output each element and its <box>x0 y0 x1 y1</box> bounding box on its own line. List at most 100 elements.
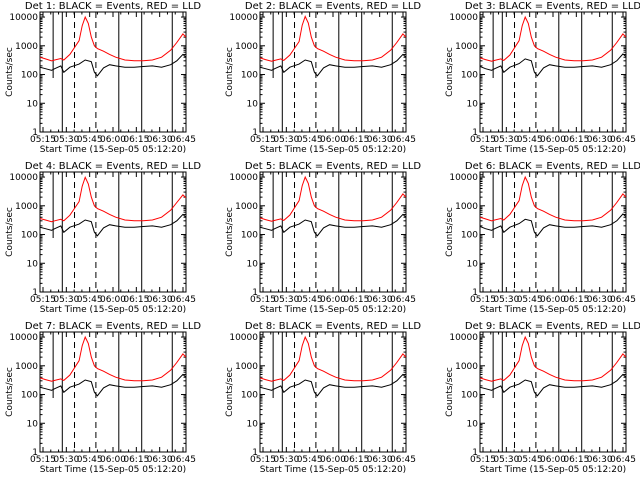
series-events-line <box>480 213 626 237</box>
x-tick-label: 05:30 <box>273 135 299 145</box>
y-tick-label: 10000 <box>449 333 478 343</box>
x-tick-label: 06:00 <box>100 455 126 465</box>
x-axis-label: Start Time (15-Sep-05 05:12:20) <box>40 305 186 315</box>
x-tick-label: 06:00 <box>540 295 566 305</box>
x-tick-label: 05:45 <box>77 295 103 305</box>
y-tick-label: 1 <box>472 128 478 138</box>
y-tick-label: 1000 <box>455 362 478 372</box>
series-events-line <box>40 213 186 237</box>
x-tick-label: 05:45 <box>77 455 103 465</box>
y-tick-label: 100 <box>461 231 478 241</box>
panel-title: Det 7: BLACK = Events, RED = LLD <box>25 321 202 332</box>
y-axis-label: Counts/sec <box>445 207 455 257</box>
x-tick-label: 06:15 <box>343 295 369 305</box>
panel-det-8: Det 8: BLACK = Events, RED = LLD 1 10 100 10… <box>225 321 421 475</box>
y-tick-label: 1 <box>472 448 478 458</box>
y-tick-label: 100 <box>461 71 478 81</box>
series-lld-line <box>260 175 406 222</box>
y-tick-label: 1000 <box>235 362 258 372</box>
y-tick-label: 10 <box>467 259 479 269</box>
y-tick-label: 1 <box>252 288 258 298</box>
y-axis-label: Counts/sec <box>445 367 455 417</box>
x-tick-label: 06:30 <box>147 295 173 305</box>
x-tick-label: 06:30 <box>367 295 393 305</box>
x-tick-label: 05:15 <box>250 295 276 305</box>
x-tick-label: 05:30 <box>493 295 519 305</box>
x-tick-label: 05:15 <box>250 135 276 145</box>
y-tick-label: 1 <box>472 288 478 298</box>
series-lld-line <box>40 335 186 382</box>
x-tick-label: 06:00 <box>320 455 346 465</box>
x-tick-label: 06:15 <box>343 135 369 145</box>
x-tick-label: 06:30 <box>587 455 613 465</box>
panel-title: Det 8: BLACK = Events, RED = LLD <box>245 321 422 332</box>
x-tick-label: 06:15 <box>343 455 369 465</box>
y-tick-label: 10000 <box>449 13 478 23</box>
series-events-line <box>40 373 186 397</box>
y-tick-label: 1000 <box>15 42 38 52</box>
y-axis-label: Counts/sec <box>5 47 15 97</box>
y-tick-label: 1000 <box>455 42 478 52</box>
x-tick-label: 06:45 <box>170 295 196 305</box>
y-tick-label: 1 <box>32 128 38 138</box>
y-tick-label: 10000 <box>229 13 258 23</box>
panel-det-3: Det 3: BLACK = Events, RED = LLD 1 10 100 10… <box>445 1 640 155</box>
y-tick-label: 10 <box>247 259 259 269</box>
y-tick-label: 100 <box>241 231 258 241</box>
y-tick-label: 1000 <box>15 362 38 372</box>
y-tick-label: 10000 <box>449 173 478 183</box>
x-tick-label: 06:45 <box>610 295 636 305</box>
x-tick-label: 06:30 <box>367 455 393 465</box>
series-lld-line <box>480 15 626 62</box>
y-tick-label: 1 <box>252 448 258 458</box>
x-tick-label: 05:30 <box>493 455 519 465</box>
x-tick-label: 05:15 <box>470 135 496 145</box>
y-tick-label: 10 <box>467 419 479 429</box>
x-tick-label: 06:30 <box>147 135 173 145</box>
x-tick-label: 05:45 <box>517 455 543 465</box>
series-lld-line <box>480 335 626 382</box>
series-lld-line <box>260 15 406 62</box>
x-tick-label: 06:30 <box>147 455 173 465</box>
x-axis-label: Start Time (15-Sep-05 05:12:20) <box>480 465 626 475</box>
y-tick-label: 10 <box>247 419 259 429</box>
y-tick-label: 100 <box>241 391 258 401</box>
x-tick-label: 06:45 <box>170 455 196 465</box>
x-tick-label: 06:15 <box>563 135 589 145</box>
panel-title: Det 9: BLACK = Events, RED = LLD <box>465 321 640 332</box>
panel-det-9: Det 9: BLACK = Events, RED = LLD 1 10 100 10… <box>445 321 640 475</box>
x-tick-label: 06:15 <box>123 295 149 305</box>
y-axis-label: Counts/sec <box>5 207 15 257</box>
x-tick-label: 05:15 <box>30 135 56 145</box>
y-tick-label: 10000 <box>9 13 38 23</box>
x-tick-label: 06:00 <box>100 295 126 305</box>
panel-det-7: Det 7: BLACK = Events, RED = LLD 1 10 100 10… <box>5 321 201 475</box>
panel-det-2: Det 2: BLACK = Events, RED = LLD 1 10 100 10… <box>225 1 421 155</box>
y-axis-label: Counts/sec <box>445 47 455 97</box>
series-lld-line <box>260 335 406 382</box>
x-axis-label: Start Time (15-Sep-05 05:12:20) <box>260 305 406 315</box>
series-lld-line <box>40 15 186 62</box>
y-tick-label: 10000 <box>9 333 38 343</box>
y-axis-label: Counts/sec <box>225 207 235 257</box>
panel-det-1: Det 1: BLACK = Events, RED = LLD 1 10 100 10… <box>5 1 201 155</box>
y-tick-label: 10000 <box>229 173 258 183</box>
y-tick-label: 1000 <box>15 202 38 212</box>
y-tick-label: 1 <box>32 288 38 298</box>
x-tick-label: 05:30 <box>53 295 79 305</box>
y-tick-label: 100 <box>21 71 38 81</box>
y-tick-label: 100 <box>241 71 258 81</box>
series-events-line <box>480 373 626 397</box>
y-tick-label: 10 <box>27 259 39 269</box>
y-tick-label: 100 <box>461 391 478 401</box>
x-tick-label: 05:15 <box>30 295 56 305</box>
x-tick-label: 05:30 <box>273 295 299 305</box>
x-tick-label: 06:00 <box>320 135 346 145</box>
y-tick-label: 100 <box>21 391 38 401</box>
y-tick-label: 10000 <box>9 173 38 183</box>
x-axis-label: Start Time (15-Sep-05 05:12:20) <box>480 145 626 155</box>
y-tick-label: 10 <box>27 99 39 109</box>
y-axis-label: Counts/sec <box>5 367 15 417</box>
x-tick-label: 05:15 <box>250 455 276 465</box>
